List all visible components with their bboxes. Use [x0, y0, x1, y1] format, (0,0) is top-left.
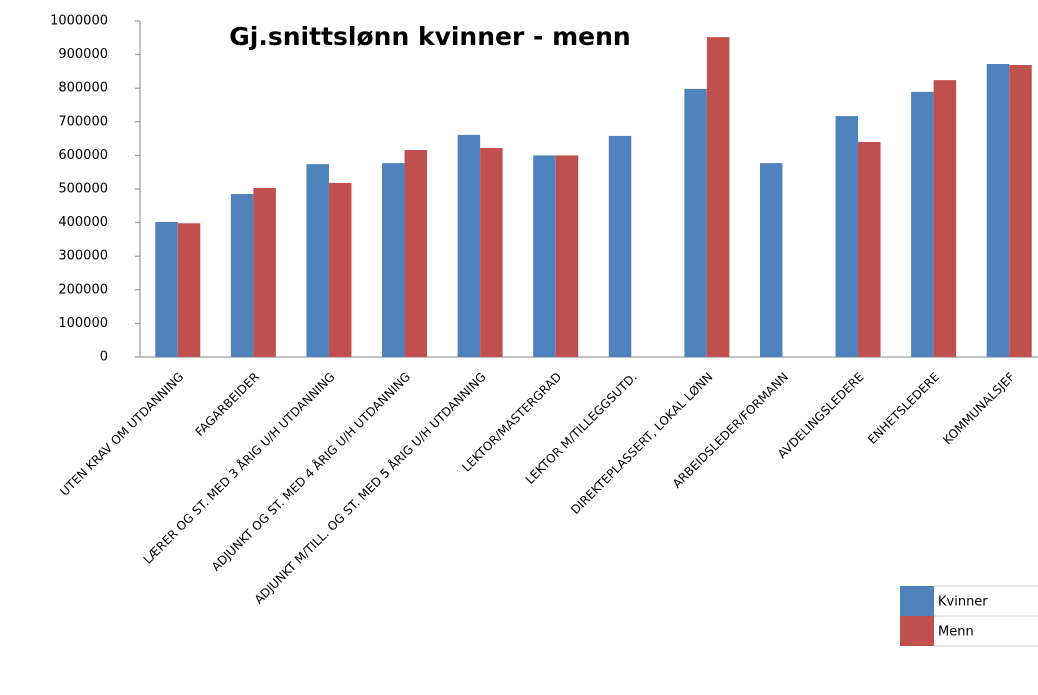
- y-tick-label: 500000: [58, 182, 108, 197]
- bar: [986, 64, 1010, 358]
- legend-label: Menn: [938, 625, 974, 640]
- bar: [253, 187, 276, 357]
- x-tick-label: KOMMUNALSJEF: [940, 370, 1018, 448]
- y-tick-label: 700000: [58, 114, 108, 129]
- y-tick-label: 800000: [58, 81, 108, 96]
- bar: [835, 116, 859, 357]
- bar: [306, 164, 329, 357]
- x-tick-label: FAGARBEIDER: [193, 370, 262, 439]
- y-tick-label: 300000: [58, 249, 108, 264]
- y-tick-label: 100000: [58, 316, 108, 331]
- chart-title: Gj.snittslønn kvinner - menn: [229, 22, 630, 51]
- y-tick-label: 1000000: [50, 14, 108, 29]
- bar: [480, 148, 503, 357]
- bar: [404, 150, 428, 357]
- y-tick-label: 200000: [58, 282, 108, 297]
- y-tick-label: 0: [100, 350, 108, 365]
- bar: [382, 163, 405, 357]
- bar: [933, 80, 957, 358]
- y-tick-label: 900000: [58, 47, 108, 62]
- bar: [706, 37, 730, 358]
- bar: [177, 223, 201, 357]
- bar: [759, 163, 783, 357]
- bar: [555, 155, 579, 357]
- bar: [608, 135, 632, 357]
- x-tick-label: UTEN KRAV OM UTDANNING: [57, 370, 186, 499]
- bar: [911, 91, 934, 358]
- x-tick-label: DIREKTEPLASSERT, LOKAL LØNN: [568, 370, 715, 517]
- bar: [533, 155, 556, 357]
- bar: [328, 182, 352, 357]
- legend-label: Kvinner: [938, 595, 988, 610]
- bar: [1009, 65, 1032, 358]
- bar: [230, 194, 254, 357]
- bar: [155, 221, 178, 357]
- bar: [457, 134, 481, 357]
- x-tick-label: AVDELINGSLEDERE: [775, 370, 867, 462]
- legend-swatch: [900, 616, 934, 646]
- bar: [684, 88, 707, 357]
- legend-swatch: [900, 586, 934, 616]
- x-tick-label: ENHETSLEDERE: [865, 370, 942, 447]
- y-tick-label: 600000: [58, 148, 108, 163]
- y-tick-label: 400000: [58, 215, 108, 230]
- bar: [858, 141, 881, 357]
